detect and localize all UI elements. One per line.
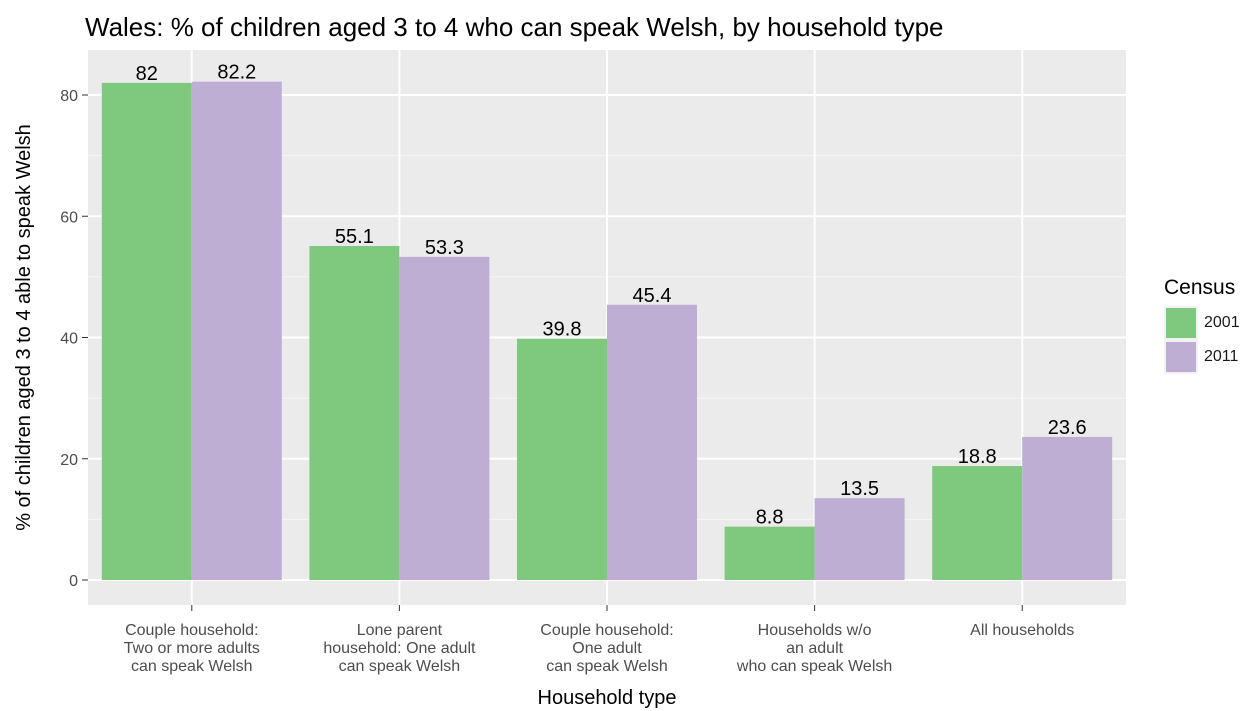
y-tick-label: 60 [60,209,78,226]
data-label-2001: 18.8 [958,446,997,468]
bar-2011 [399,256,490,580]
data-label-2001: 39.8 [543,319,582,341]
data-label-2011: 13.5 [840,478,879,500]
bar-2001 [932,466,1023,580]
legend-item-2001: 2001 [1164,306,1240,340]
y-tick-label: 0 [69,573,78,590]
data-label-2011: 45.4 [633,285,672,307]
bar-2001 [101,82,192,580]
x-axis-title: Household type [538,687,677,709]
chart-title: Wales: % of children aged 3 to 4 who can… [85,12,944,42]
x-tick-label: Lone parent household: One adult can speak… [323,622,476,675]
y-tick-label: 40 [60,331,78,348]
legend-item-2011: 2011 [1164,340,1240,374]
legend-label-2001: 2001 [1204,314,1240,331]
y-tick-label: 80 [60,88,78,105]
bar-2011 [1022,436,1113,580]
x-tick-label: Couple household: One adult can speak Wels… [540,622,673,675]
legend-label-2011: 2011 [1204,348,1239,365]
data-label-2001: 8.8 [756,507,784,529]
bar-2001 [724,526,815,580]
x-tick-label: Households w/o an adult who can speak Wels… [736,622,892,675]
x-tick-label: All households [970,622,1074,639]
legend-key-2011 [1164,340,1198,374]
y-tick-label: 20 [60,452,78,469]
data-label-2001: 55.1 [335,226,374,248]
y-axis-title: % of children aged 3 to 4 able to speak … [13,124,35,531]
data-label-2011: 82.2 [217,62,256,84]
legend-key-2001 [1164,306,1198,340]
bar-2011 [814,498,905,580]
x-tick-label: Couple household: Two or more adults can s… [124,622,260,675]
bar-2011 [607,304,697,580]
bar-2001 [309,245,400,581]
data-label-2011: 23.6 [1048,417,1087,439]
data-label-2011: 53.3 [425,237,464,259]
bar-2011 [191,81,282,580]
data-label-2001: 82 [136,63,158,85]
bar-2001 [517,338,607,580]
legend: Census 2001 2011 [1164,276,1240,374]
legend-title: Census [1164,276,1236,299]
